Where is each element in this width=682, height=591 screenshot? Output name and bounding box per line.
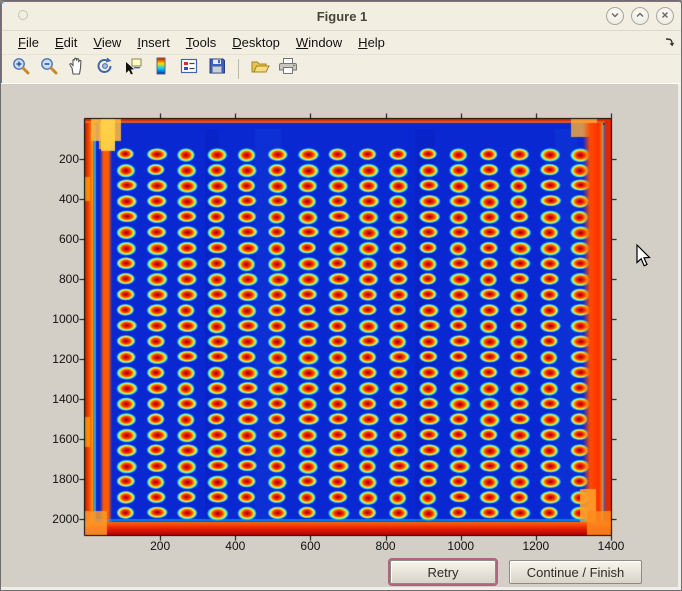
unshade-window-button[interactable] xyxy=(631,7,649,25)
print-button[interactable] xyxy=(277,58,299,80)
save-button[interactable] xyxy=(206,58,228,80)
menu-overflow-arrow-icon[interactable] xyxy=(664,35,676,53)
menu-tools[interactable]: Tools xyxy=(185,34,217,50)
y-tick-label: 1600 xyxy=(52,432,79,446)
x-tick-label: 1000 xyxy=(447,539,475,553)
close-window-button[interactable] xyxy=(656,7,674,25)
save-icon xyxy=(207,56,227,81)
x-tick-label: 1400 xyxy=(597,539,625,553)
x-tick-label: 800 xyxy=(375,539,396,553)
menu-insert[interactable]: Insert xyxy=(137,34,170,50)
y-tick-label: 2000 xyxy=(52,512,79,526)
mouse-cursor xyxy=(636,243,652,273)
window-edge-right xyxy=(678,84,681,590)
data-cursor-button[interactable] xyxy=(122,58,144,80)
menu-help[interactable]: Help xyxy=(358,34,385,50)
x-tick-label: 400 xyxy=(225,539,246,553)
open-folder-button[interactable] xyxy=(249,58,271,80)
x-tick-label: 600 xyxy=(300,539,321,553)
colorbar-button[interactable] xyxy=(150,56,172,81)
heatmap-plot[interactable] xyxy=(79,113,617,541)
menu-bar: File Edit View Insert Tools Desktop Window Help xyxy=(2,31,681,55)
title-bar[interactable]: Figure 1 xyxy=(2,2,681,31)
window-title: Figure 1 xyxy=(316,9,368,24)
menu-desktop[interactable]: Desktop xyxy=(232,34,280,50)
menu-view[interactable]: View xyxy=(93,34,122,50)
rotate-3d-icon xyxy=(95,56,115,81)
y-tick-label: 400 xyxy=(58,192,79,206)
chevron-up-icon xyxy=(635,7,645,25)
window-menu-icon[interactable] xyxy=(18,10,28,20)
pan-hand-button[interactable] xyxy=(66,56,88,81)
window-chrome: Figure 1 File Edit View Insert Tools Desktop W… xyxy=(1,1,681,83)
legend-icon xyxy=(179,56,199,81)
legend-button[interactable] xyxy=(178,58,200,80)
window-edge-bottom xyxy=(1,587,681,590)
y-tick-label: 200 xyxy=(58,152,79,166)
y-tick-label: 1400 xyxy=(52,392,79,406)
chevron-down-icon xyxy=(610,7,620,25)
x-icon xyxy=(660,7,670,25)
y-tick-label: 1000 xyxy=(52,312,79,326)
continue-finish-button[interactable]: Continue / Finish xyxy=(509,560,642,584)
menu-edit[interactable]: Edit xyxy=(54,34,78,50)
open-folder-icon xyxy=(250,56,270,81)
zoom-in-icon xyxy=(11,56,31,81)
retry-button[interactable]: Retry xyxy=(388,558,498,586)
figure-canvas-area: Retry Continue / Finish 200 400 600 800 1000… xyxy=(1,83,681,590)
window-controls xyxy=(606,7,674,25)
print-icon xyxy=(278,56,298,81)
zoom-out-icon xyxy=(39,56,59,81)
x-tick-label: 200 xyxy=(150,539,171,553)
zoom-in-button[interactable] xyxy=(10,58,32,80)
shade-window-button[interactable] xyxy=(606,7,624,25)
zoom-out-button[interactable] xyxy=(38,58,60,80)
y-tick-label: 600 xyxy=(58,232,79,246)
pan-hand-icon xyxy=(67,56,87,81)
menu-file[interactable]: File xyxy=(18,34,39,50)
y-tick-label: 1200 xyxy=(52,352,79,366)
colorbar-icon xyxy=(151,56,171,81)
toolbar xyxy=(2,55,681,82)
data-cursor-icon xyxy=(123,56,143,81)
y-tick-label: 1800 xyxy=(52,472,79,486)
menu-window[interactable]: Window xyxy=(295,34,343,50)
x-tick-label: 1200 xyxy=(522,539,550,553)
toolbar-separator xyxy=(238,58,239,79)
y-tick-label: 800 xyxy=(58,272,79,286)
rotate-3d-button[interactable] xyxy=(94,56,116,81)
